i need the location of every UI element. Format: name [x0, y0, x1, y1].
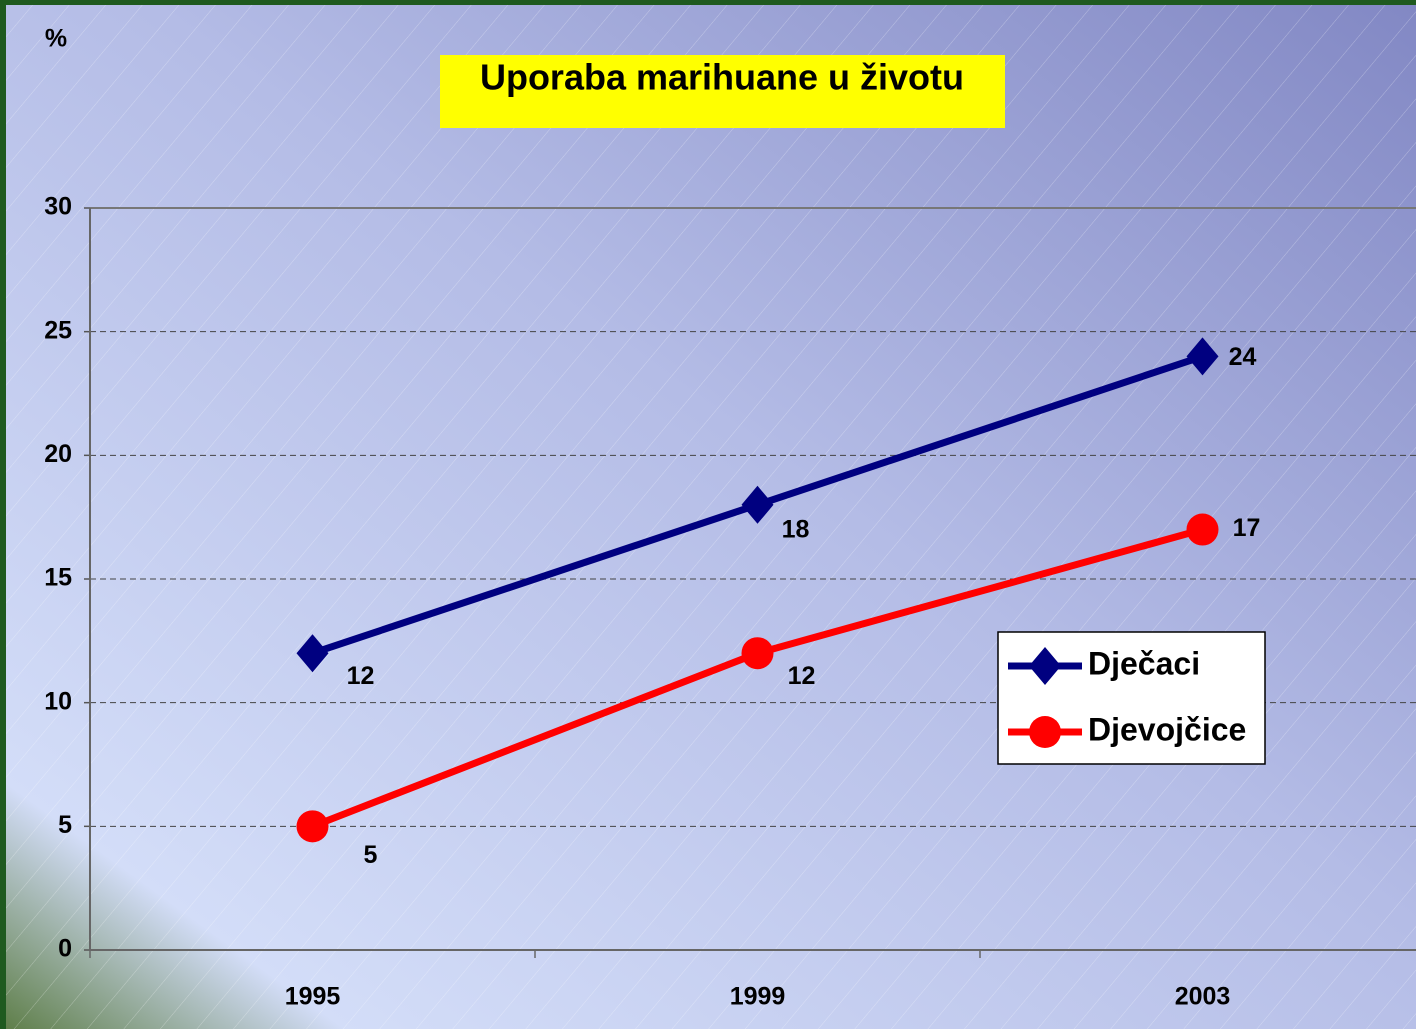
- data-point: [1186, 337, 1219, 376]
- chart-title: Uporaba marihuane u životu: [480, 57, 964, 98]
- legend-marker: [1029, 647, 1061, 685]
- y-tick-label: 10: [44, 687, 72, 715]
- title-box: [440, 55, 1005, 128]
- data-label: 5: [364, 841, 378, 869]
- y-tick-label: 30: [44, 193, 72, 221]
- data-point: [1186, 513, 1219, 546]
- legend-marker: [1029, 716, 1061, 748]
- y-tick-label: 25: [44, 316, 72, 344]
- data-label: 17: [1233, 514, 1261, 542]
- data-point: [296, 810, 329, 843]
- data-label: 18: [782, 515, 810, 543]
- legend-label: Djevojčice: [1088, 711, 1246, 747]
- y-tick-label: 5: [58, 811, 72, 839]
- y-tick-label: 15: [44, 564, 72, 592]
- data-label: 12: [347, 662, 375, 690]
- y-axis-label: %: [45, 25, 67, 53]
- y-tick-label: 20: [44, 440, 72, 468]
- data-label: 24: [1229, 343, 1257, 371]
- data-label: 12: [788, 662, 816, 690]
- data-point: [741, 637, 774, 670]
- x-tick-label: 1999: [730, 983, 786, 1011]
- x-tick-label: 1995: [285, 983, 341, 1011]
- data-point: [296, 634, 329, 673]
- legend-label: Dječaci: [1088, 645, 1200, 681]
- y-tick-label: 0: [58, 935, 72, 963]
- data-point: [741, 485, 774, 524]
- x-tick-label: 2003: [1175, 983, 1231, 1011]
